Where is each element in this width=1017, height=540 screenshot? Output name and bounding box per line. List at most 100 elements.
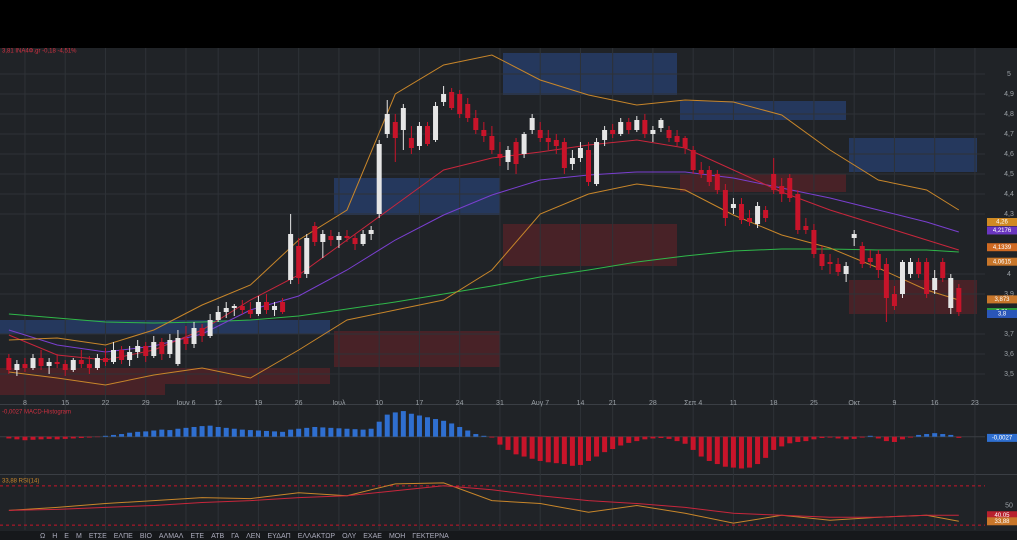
bar	[111, 434, 117, 437]
candle-body	[811, 230, 817, 254]
candle-body	[747, 218, 753, 222]
candle-body	[940, 262, 946, 278]
toolbar-button[interactable]: ΕΤΣΕ	[88, 533, 107, 540]
bar	[586, 436, 592, 461]
candle-body	[690, 150, 696, 170]
candle-body	[569, 158, 575, 164]
y-tick-label: 3,5	[1004, 371, 1014, 378]
candle-body	[119, 350, 125, 360]
candle-body	[875, 254, 881, 270]
price-tag	[987, 433, 1017, 442]
demand-zone	[849, 280, 977, 314]
bar	[70, 436, 76, 439]
x-tick-label: 25	[810, 400, 818, 407]
bar	[932, 433, 938, 437]
candle-body	[424, 126, 430, 144]
bar	[650, 436, 656, 439]
candle-body	[642, 120, 648, 134]
bar	[135, 431, 141, 437]
demand-zone	[0, 384, 165, 395]
candle-body	[433, 106, 439, 140]
toolbar-button[interactable]: ΕΧΑΕ	[363, 533, 382, 540]
toolbar-button[interactable]: Η	[52, 533, 58, 540]
bar	[908, 436, 914, 438]
candle-body	[223, 308, 229, 312]
toolbar-button[interactable]: ΟΛΥ	[342, 533, 357, 540]
bar	[666, 436, 672, 439]
price-tag-label: 4,1339	[993, 245, 1012, 251]
candle-body	[722, 190, 728, 218]
toolbar-button[interactable]: Μ	[75, 533, 82, 540]
candle-body	[714, 174, 720, 190]
bar	[263, 430, 269, 437]
bar	[779, 436, 785, 447]
candle-body	[586, 150, 592, 182]
candle-body	[738, 204, 744, 220]
candle-body	[175, 338, 181, 364]
bar	[320, 427, 326, 437]
candle-body	[352, 238, 358, 244]
bar	[674, 436, 680, 442]
candle-body	[312, 226, 318, 242]
candle-body	[924, 262, 930, 294]
bar	[215, 426, 221, 437]
y-tick-label: 4,6	[1004, 151, 1014, 158]
toolbar-button[interactable]: ΒΙΟ	[139, 533, 152, 540]
bar	[642, 436, 648, 440]
candle-body	[473, 118, 479, 130]
bar	[86, 436, 92, 438]
toolbar-button[interactable]: Ω	[40, 533, 46, 540]
candle-body	[803, 226, 809, 230]
toolbar-button[interactable]: ΕΛΛΑΚΤΩΡ	[297, 533, 336, 540]
candle-body	[62, 364, 68, 370]
bar	[336, 428, 342, 437]
price-tag-label: 4,2176	[993, 228, 1012, 234]
bar	[819, 436, 825, 439]
candle-body	[392, 122, 398, 138]
toolbar-button[interactable]: ΕΤΕ	[190, 533, 205, 540]
bar	[795, 436, 801, 442]
x-tick-label: 24	[456, 400, 464, 407]
candle-body	[658, 120, 664, 128]
bar	[811, 436, 817, 440]
toolbar-button[interactable]: ΕΛΠΕ	[113, 533, 133, 540]
bar	[956, 436, 962, 438]
candle-body	[891, 294, 897, 306]
toolbar-button[interactable]: Ε	[64, 533, 69, 540]
bar	[658, 436, 664, 439]
candle-body	[618, 122, 624, 134]
bar	[634, 436, 640, 442]
x-tick-label: 10	[375, 400, 383, 407]
bar	[54, 436, 60, 440]
candle-body	[513, 142, 519, 164]
indicator-line	[8, 54, 960, 346]
toolbar: Ω Η Ε Μ ΕΤΣΕ ΕΛΠΕ ΒΙΟ ΑΛΜΑΛ ΕΤΕ ΑΤΒ ΓΑ ΛΕΝ ΕΥΔΑΠ ΕΛΛΑ…	[0, 531, 1017, 540]
candle-body	[207, 320, 213, 336]
toolbar-button[interactable]: ΜΟΗ	[388, 533, 406, 540]
toolbar-button[interactable]: ΛΕΝ	[246, 533, 261, 540]
candle-body	[6, 358, 12, 370]
bar	[288, 429, 294, 437]
candle-body	[843, 266, 849, 274]
candle-body	[819, 254, 825, 266]
candle-body	[46, 362, 52, 366]
bar	[46, 436, 52, 439]
toolbar-button[interactable]: ΓΕΚΤΕΡΝΑ	[412, 533, 449, 540]
candle-body	[706, 170, 712, 182]
bar	[859, 436, 865, 438]
toolbar-button[interactable]: ΑΤΒ	[211, 533, 225, 540]
toolbar-button[interactable]: ΓΑ	[231, 533, 240, 540]
bar	[433, 419, 439, 437]
candle-body	[296, 246, 302, 278]
x-tick-label: 9	[892, 400, 896, 407]
y-tick-label: 4,7	[1004, 131, 1014, 138]
candle-body	[336, 236, 342, 240]
candle-body	[288, 234, 294, 280]
candle-body	[851, 234, 857, 238]
bar	[529, 436, 535, 459]
candle-body	[867, 258, 873, 262]
toolbar-button[interactable]: ΑΛΜΑΛ	[158, 533, 184, 540]
toolbar-button[interactable]: ΕΥΔΑΠ	[267, 533, 291, 540]
x-tick-label: 28	[649, 400, 657, 407]
candle-body	[94, 358, 100, 368]
